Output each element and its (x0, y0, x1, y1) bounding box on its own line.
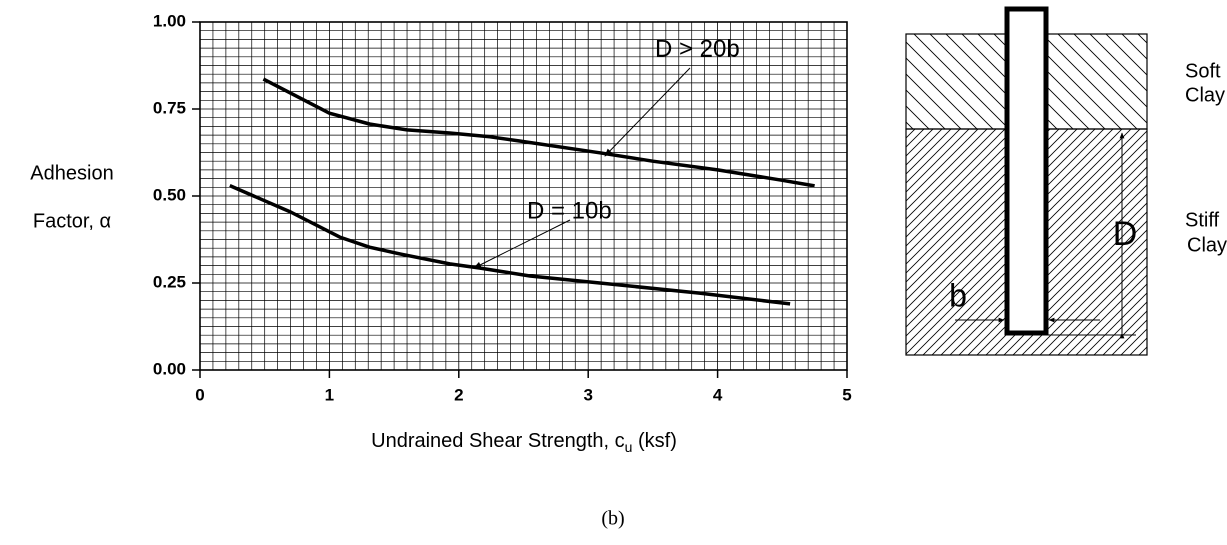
x-axis-label: Undrained Shear Strength, cu (ksf) (371, 430, 677, 454)
stiff-clay-label: Stiff (1185, 209, 1220, 231)
y-axis-label: Adhesion (30, 162, 113, 184)
x-tick-label: 0 (195, 385, 204, 404)
chart: 0 1 2 3 4 5 0.00 0.25 0.50 0.75 1.00 Adhesion Factor… (30, 11, 851, 454)
depth-label: D (1113, 215, 1138, 253)
width-label: b (949, 277, 967, 313)
x-tick-label: 2 (454, 385, 463, 404)
x-tick-label: 1 (325, 385, 334, 404)
plot-frame (199, 21, 848, 371)
x-tick-label: 3 (583, 385, 592, 404)
soft-clay-label: Clay (1185, 84, 1225, 106)
y-tick-label: 0.00 (153, 359, 186, 378)
x-axis-label-part: u (625, 439, 633, 455)
series-label: D > 20b (655, 35, 740, 62)
leader-arrow (604, 67, 691, 157)
pile-diagram: Soft Clay Stiff Clay D b (905, 6, 1227, 356)
x-axis-label-part: (ksf) (632, 430, 676, 452)
stiff-clay-label: Clay (1187, 234, 1227, 256)
pile (1004, 6, 1049, 336)
series-line (262, 77, 815, 188)
y-tick-label: 0.75 (153, 98, 186, 117)
y-tick-label: 0.25 (153, 272, 186, 291)
y-tick-label: 0.50 (153, 185, 186, 204)
y-axis-label: Factor, α (33, 210, 111, 232)
series-line (229, 183, 791, 306)
y-tick-label: 1.00 (153, 11, 186, 30)
x-tick-label: 5 (842, 385, 851, 404)
soft-clay-label: Soft (1185, 60, 1221, 82)
caption: (b) (601, 508, 624, 530)
x-axis-label-part: Undrained Shear Strength, c (371, 430, 625, 452)
leader-arrow (473, 219, 571, 269)
series-label: D = 10b (527, 197, 612, 224)
x-tick-label: 4 (713, 385, 723, 404)
